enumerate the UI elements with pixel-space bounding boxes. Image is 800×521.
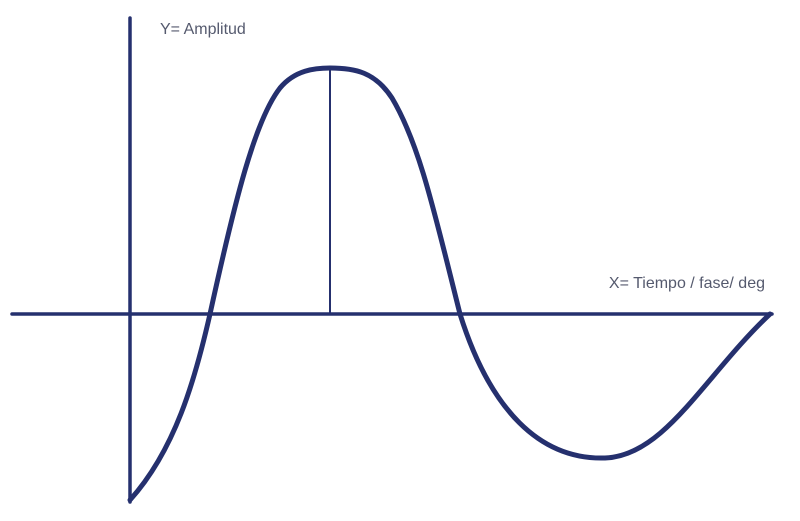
waveform-curve: [127, 65, 773, 503]
x-axis-label: X= Tiempo / fase/ deg: [609, 275, 765, 292]
y-axis-label: Y= Amplitud: [160, 21, 246, 38]
